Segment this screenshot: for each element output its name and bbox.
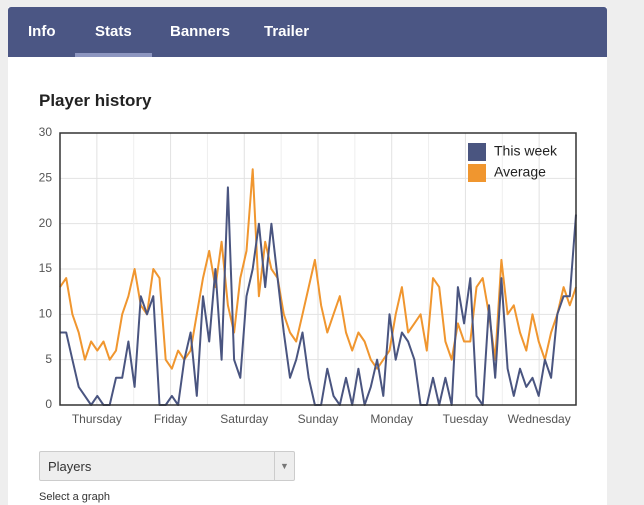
- chart: 0 5 10 15 20 25 30 Thursday Friday Saturday Sunday…: [39, 125, 577, 426]
- tab-bar: Info Stats Banners Trailer: [8, 7, 607, 57]
- x-tick-label: Friday: [154, 412, 187, 426]
- chart-title: Player history: [39, 91, 152, 110]
- y-tick-label: 15: [39, 261, 53, 275]
- dropdown-value: Players: [48, 459, 92, 474]
- card: Info Stats Banners Trailer Player history 0…: [8, 7, 607, 505]
- y-tick-label: 30: [39, 125, 53, 139]
- x-tick-label: Wednesday: [508, 412, 571, 426]
- y-tick-label: 0: [45, 397, 52, 411]
- dropdown[interactable]: Players ▼: [39, 451, 295, 481]
- tab[interactable]: Banners: [170, 23, 231, 40]
- legend-swatch: [468, 164, 486, 182]
- tab[interactable]: Trailer: [264, 23, 310, 40]
- y-tick-label: 5: [45, 352, 52, 366]
- y-tick-label: 20: [39, 216, 53, 230]
- dropdown-arrow: ▼: [274, 452, 294, 480]
- legend-label: This week: [494, 143, 558, 159]
- y-tick-label: 10: [39, 307, 53, 321]
- dropdown-hint: Select a graph: [39, 491, 110, 503]
- legend-swatch: [468, 143, 486, 161]
- plot-border: [59, 132, 577, 406]
- x-tick-label: Saturday: [220, 412, 268, 426]
- x-tick-label: Monday: [370, 412, 413, 426]
- x-tick-label: Thursday: [72, 412, 122, 426]
- legend-label: Average: [494, 164, 546, 180]
- tab[interactable]: Info: [28, 23, 56, 40]
- tab[interactable]: Stats: [75, 23, 152, 57]
- y-tick-label: 25: [39, 171, 53, 185]
- x-tick-label: Sunday: [298, 412, 339, 426]
- x-tick-label: Tuesday: [443, 412, 489, 426]
